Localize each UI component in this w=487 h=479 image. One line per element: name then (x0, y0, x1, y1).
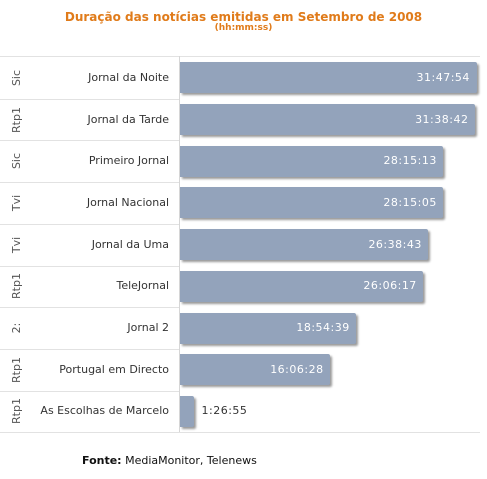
source-label: Fonte: (82, 454, 122, 467)
bar (180, 62, 477, 94)
row-separator (0, 224, 180, 225)
category-divider (179, 56, 180, 432)
group-label: Tvi (10, 194, 23, 212)
source-text: MediaMonitor, Telenews (125, 454, 257, 467)
row-separator (0, 182, 180, 183)
row-separator (0, 307, 180, 308)
group-label: Rtp1 (10, 398, 23, 425)
category-label: Portugal em Directo (59, 362, 169, 376)
bar (180, 104, 476, 136)
row-separator (0, 349, 180, 350)
data-label: 1:26:55 (201, 404, 248, 418)
bar (180, 229, 429, 261)
data-label: 16:06:28 (270, 362, 324, 376)
category-label: As Escolhas de Marcelo (40, 404, 169, 418)
chart-subtitle: (hh:mm:ss) (214, 23, 273, 33)
category-label: TeleJornal (116, 279, 169, 293)
bar (180, 354, 331, 386)
group-label: Rtp1 (10, 106, 23, 133)
category-label: Jornal Nacional (86, 195, 169, 209)
group-label: 2: (10, 322, 23, 334)
group-label: Sic (10, 153, 23, 170)
bar (180, 395, 194, 427)
row-separator (0, 140, 180, 141)
data-label: 18:54:39 (296, 321, 350, 335)
bar (180, 187, 444, 219)
source-note: Fonte: MediaMonitor, Telenews (82, 454, 257, 467)
category-label: Jornal 2 (127, 321, 169, 335)
chart-title: Duração das notícias emitidas em Setembr… (64, 10, 423, 24)
category-label: Jornal da Tarde (87, 112, 169, 126)
data-label: 28:15:05 (383, 195, 437, 209)
group-label: Sic (10, 69, 23, 86)
bar (180, 312, 357, 344)
bar (180, 145, 444, 177)
group-label: Rtp1 (10, 356, 23, 383)
group-label: Rtp1 (10, 273, 23, 300)
data-label: 28:15:13 (383, 154, 437, 168)
data-label: 31:47:54 (416, 70, 470, 84)
data-label: 31:38:42 (415, 112, 469, 126)
category-label: Jornal da Noite (88, 70, 169, 84)
category-label: Jornal da Uma (91, 237, 169, 251)
data-label: 26:38:43 (368, 237, 422, 251)
category-label: Primeiro Jornal (88, 154, 169, 168)
row-separator (0, 391, 180, 392)
bar (180, 270, 424, 302)
row-separator (0, 266, 180, 267)
group-label: Tvi (10, 236, 23, 253)
row-separator (0, 99, 180, 100)
data-label: 26:06:17 (363, 279, 417, 293)
